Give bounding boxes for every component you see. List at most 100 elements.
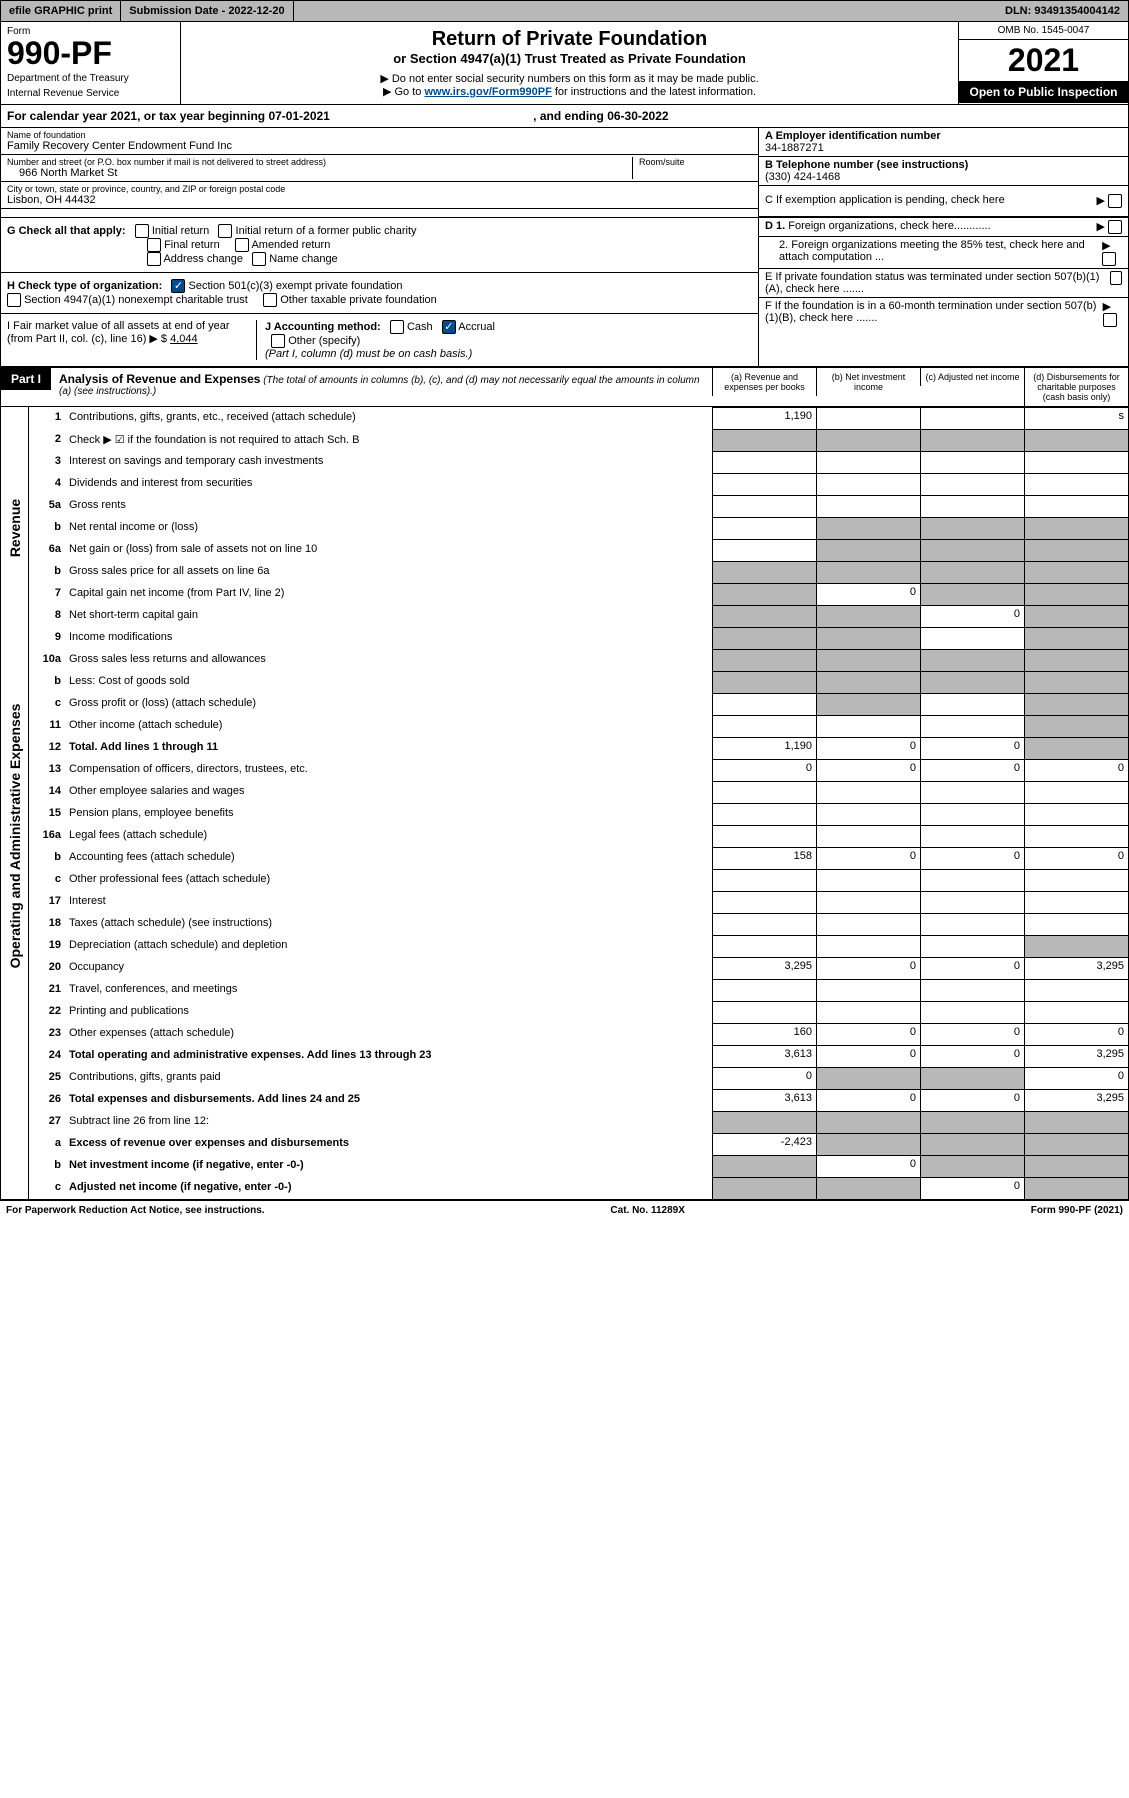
line-desc: Total. Add lines 1 through 11 xyxy=(65,737,712,759)
cb-initial-former[interactable] xyxy=(218,224,232,238)
cb-4947[interactable] xyxy=(7,293,21,307)
cb-f[interactable] xyxy=(1103,313,1117,327)
irs-link[interactable]: www.irs.gov/Form990PF xyxy=(424,86,551,98)
h-label: H Check type of organization: xyxy=(7,280,162,292)
c-checkbox[interactable] xyxy=(1108,194,1122,208)
cb-501c3[interactable]: ✓ xyxy=(171,279,185,293)
page-footer: For Paperwork Reduction Act Notice, see … xyxy=(0,1200,1129,1220)
addr-value: 966 North Market St xyxy=(7,167,632,179)
efile-button[interactable]: efile GRAPHIC print xyxy=(1,1,121,21)
cell xyxy=(1024,495,1128,517)
cell: 0 xyxy=(712,759,816,781)
side-cell xyxy=(1,1001,29,1023)
table-row: 23Other expenses (attach schedule)160000 xyxy=(1,1023,1128,1045)
line-desc: Net investment income (if negative, ente… xyxy=(65,1155,712,1177)
table-row: 24Total operating and administrative exp… xyxy=(1,1045,1128,1067)
cb-initial[interactable] xyxy=(135,224,149,238)
cell xyxy=(712,451,816,473)
cb-othertax[interactable] xyxy=(263,293,277,307)
cell: 1,190 xyxy=(712,737,816,759)
cell xyxy=(1024,1001,1128,1023)
line-desc: Excess of revenue over expenses and disb… xyxy=(65,1133,712,1155)
cal-end: 06-30-2022 xyxy=(607,109,668,123)
table-row: 7Capital gain net income (from Part IV, … xyxy=(1,583,1128,605)
table-row: 11Other income (attach schedule) xyxy=(1,715,1128,737)
cell xyxy=(1024,649,1128,671)
cell: 0 xyxy=(816,759,920,781)
cell: 3,295 xyxy=(1024,1089,1128,1111)
line-num: c xyxy=(29,693,65,715)
line-num: 17 xyxy=(29,891,65,913)
e-label: E If private foundation status was termi… xyxy=(765,271,1110,295)
side-cell xyxy=(1,979,29,1001)
cell xyxy=(1024,671,1128,693)
table-row: 6aNet gain or (loss) from sale of assets… xyxy=(1,539,1128,561)
j-other: Other (specify) xyxy=(288,335,360,347)
line-desc: Income modifications xyxy=(65,627,712,649)
cell xyxy=(1024,803,1128,825)
cell xyxy=(816,1067,920,1089)
cb-accrual[interactable]: ✓ xyxy=(442,320,456,334)
cell xyxy=(712,979,816,1001)
cell xyxy=(816,715,920,737)
line-num: c xyxy=(29,1177,65,1199)
cb-other[interactable] xyxy=(271,334,285,348)
table-row: bNet investment income (if negative, ent… xyxy=(1,1155,1128,1177)
j-cash: Cash xyxy=(407,321,433,333)
col-c-hdr: (c) Adjusted net income xyxy=(920,368,1024,386)
cell xyxy=(816,649,920,671)
part1-table: 1Contributions, gifts, grants, etc., rec… xyxy=(0,407,1129,1200)
line-desc: Net short-term capital gain xyxy=(65,605,712,627)
table-row: 8Net short-term capital gain0 xyxy=(1,605,1128,627)
tel-block: B Telephone number (see instructions) (3… xyxy=(759,157,1128,186)
col-b-hdr: (b) Net investment income xyxy=(816,368,920,396)
side-cell xyxy=(1,1067,29,1089)
line-num: b xyxy=(29,1155,65,1177)
c-row: C If exemption application is pending, c… xyxy=(759,186,1128,217)
table-row: cGross profit or (loss) (attach schedule… xyxy=(1,693,1128,715)
cell: 0 xyxy=(920,759,1024,781)
h1-label: Section 501(c)(3) exempt private foundat… xyxy=(188,280,402,292)
cell xyxy=(1024,1177,1128,1199)
cell xyxy=(712,803,816,825)
cell xyxy=(816,1111,920,1133)
cell xyxy=(920,627,1024,649)
tel-value: (330) 424-1468 xyxy=(765,171,1122,183)
table-row: bGross sales price for all assets on lin… xyxy=(1,561,1128,583)
line-num: 2 xyxy=(29,429,65,451)
addr-row: Number and street (or P.O. box number if… xyxy=(1,155,758,182)
cb-d2[interactable] xyxy=(1102,252,1116,266)
cell: 0 xyxy=(920,957,1024,979)
cb-d1[interactable] xyxy=(1108,220,1122,234)
gh-left: G Check all that apply: Initial return I… xyxy=(1,218,758,367)
cb-addrchange[interactable] xyxy=(147,252,161,266)
cell xyxy=(712,1155,816,1177)
form-header: Form 990-PF Department of the Treasury I… xyxy=(0,22,1129,105)
table-row: 20Occupancy3,295003,295 xyxy=(1,957,1128,979)
g-h-block: G Check all that apply: Initial return I… xyxy=(0,218,1129,367)
side-cell xyxy=(1,605,29,627)
line-desc: Other employee salaries and wages xyxy=(65,781,712,803)
j-accrual: Accrual xyxy=(458,321,495,333)
foundation-name-block: Name of foundation Family Recovery Cente… xyxy=(1,128,758,155)
cell xyxy=(816,407,920,429)
cell xyxy=(816,913,920,935)
cell: 0 xyxy=(1024,1067,1128,1089)
cb-amended[interactable] xyxy=(235,238,249,252)
instr-link-row: ▶ Go to www.irs.gov/Form990PF for instru… xyxy=(187,85,952,98)
cal-begin: 07-01-2021 xyxy=(268,109,329,123)
line-desc: Total expenses and disbursements. Add li… xyxy=(65,1089,712,1111)
cell xyxy=(920,979,1024,1001)
cell xyxy=(816,803,920,825)
cb-cash[interactable] xyxy=(390,320,404,334)
cb-final[interactable] xyxy=(147,238,161,252)
table-row: 2Check ▶ ☑ if the foundation is not requ… xyxy=(1,429,1128,451)
line-desc: Gross rents xyxy=(65,495,712,517)
cb-namechange[interactable] xyxy=(252,252,266,266)
side-cell xyxy=(1,891,29,913)
top-bar: efile GRAPHIC print Submission Date - 20… xyxy=(0,0,1129,22)
cell xyxy=(816,869,920,891)
line-desc: Dividends and interest from securities xyxy=(65,473,712,495)
cb-e[interactable] xyxy=(1110,271,1122,285)
cell xyxy=(712,1111,816,1133)
